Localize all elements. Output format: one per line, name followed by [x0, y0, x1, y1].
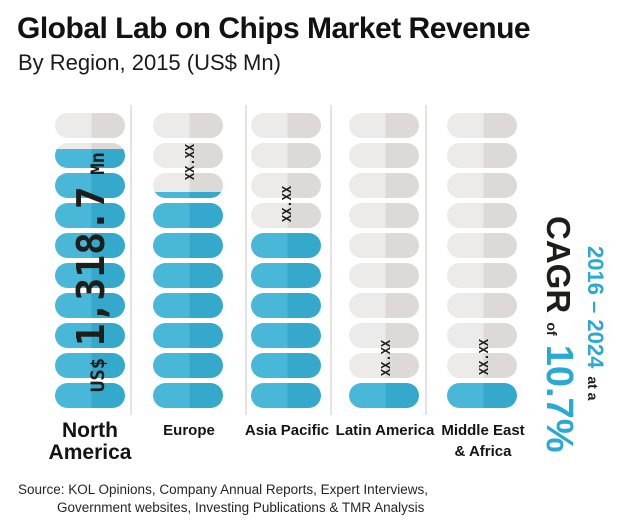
- capsule-pill: [55, 383, 125, 408]
- value-label-part: 1,318.7: [69, 186, 113, 347]
- capsule-pill: [153, 293, 223, 318]
- region-label-asia-pacific: Asia Pacific: [245, 420, 329, 441]
- capsule-pill: [447, 323, 517, 348]
- region-label-line: Middle East: [441, 422, 525, 439]
- value-label-north-america: US$ 1,318.7 Mn: [69, 151, 113, 393]
- pill-column-asia-pacific: [251, 113, 321, 413]
- capsule-pill: [251, 353, 321, 378]
- cagr-of: of: [544, 322, 560, 336]
- chart-title: Global Lab on Chips Market Revenue: [17, 12, 531, 45]
- capsule-pill: [447, 113, 517, 138]
- region-label-line: Latin America: [335, 422, 435, 439]
- capsule-pill: [447, 233, 517, 258]
- capsule-pill: [153, 323, 223, 348]
- region-label-line: America: [48, 441, 132, 464]
- cagr-period: 2016 – 2024: [583, 246, 608, 369]
- cagr-block: 2016 – 2024 at a CAGR of 10.7%: [538, 216, 608, 452]
- value-label-part: US$: [87, 346, 109, 393]
- capsule-pill: [349, 203, 419, 228]
- capsule-pill: [349, 113, 419, 138]
- capsule-pill: [251, 173, 321, 198]
- cagr-value: 10.7%: [538, 344, 580, 453]
- capsule-pill: [55, 143, 125, 168]
- value-label-middle-east-africa: XX.XX: [477, 338, 491, 376]
- cagr-label: CAGR: [540, 216, 577, 314]
- capsule-pill: [251, 233, 321, 258]
- capsule-pill: [55, 323, 125, 348]
- capsule-pill: [251, 383, 321, 408]
- capsule-pill: [447, 263, 517, 288]
- capsule-pill: [55, 233, 125, 258]
- column-divider-line: [245, 105, 247, 415]
- region-label-line: Europe: [163, 422, 215, 439]
- column-divider-line: [425, 105, 427, 415]
- capsule-pill: [153, 353, 223, 378]
- column-divider-line: [130, 105, 132, 415]
- capsule-pill: [349, 173, 419, 198]
- source-note: Source: KOL Opinions, Company Annual Rep…: [0, 481, 620, 517]
- region-label-line: North: [61, 419, 118, 442]
- capsule-pill: [153, 173, 223, 198]
- pill-column-europe: [153, 113, 223, 413]
- capsule-pill: [447, 143, 517, 168]
- capsule-pill: [349, 353, 419, 378]
- capsule-pill: [55, 203, 125, 228]
- partial-fill: [153, 191, 223, 198]
- region-label-middle-east-africa: Middle East & Africa: [441, 420, 524, 462]
- pill-column-latin-america: [349, 113, 419, 413]
- region-label-line: & Africa: [454, 443, 512, 460]
- value-label-europe: XX.XX: [183, 143, 197, 181]
- region-label-latin-america: Latin America: [336, 420, 435, 441]
- capsule-pill: [349, 383, 419, 408]
- capsule-pill: [349, 143, 419, 168]
- capsule-pill: [251, 263, 321, 288]
- value-label-asia-pacific: XX.XX: [280, 185, 294, 223]
- capsule-pill: [55, 353, 125, 378]
- capsule-pill: [349, 263, 419, 288]
- capsule-pill: [153, 383, 223, 408]
- capsule-pill: [447, 353, 517, 378]
- capsule-pill: [447, 173, 517, 198]
- capsule-pill: [447, 383, 517, 408]
- capsule-pill: [447, 203, 517, 228]
- source-line-2: Government websites, Investing Publicati…: [57, 500, 425, 515]
- capsule-pill: [153, 113, 223, 138]
- capsule-pill: [153, 143, 223, 168]
- value-label-part: Mn: [87, 151, 109, 187]
- column-divider-line: [330, 105, 332, 415]
- partial-fill: [55, 148, 125, 168]
- capsule-pill: [55, 113, 125, 138]
- source-line-1: Source: KOL Opinions, Company Annual Rep…: [18, 482, 428, 497]
- cagr-period-line: 2016 – 2024 at a: [580, 216, 608, 426]
- pill-column-middle-east-africa: [447, 113, 517, 413]
- capsule-pill: [349, 233, 419, 258]
- chart-subtitle: By Region, 2015 (US$ Mn): [18, 50, 281, 75]
- cagr-at-a: at a: [585, 376, 601, 401]
- capsule-pill: [349, 293, 419, 318]
- capsule-pill: [349, 323, 419, 348]
- capsule-pill: [251, 323, 321, 348]
- capsule-pill: [447, 293, 517, 318]
- value-label-latin-america: XX.XX: [379, 339, 393, 377]
- capsule-pill: [251, 113, 321, 138]
- capsule-pill: [153, 233, 223, 258]
- capsule-pill: [153, 203, 223, 228]
- capsule-pill: [251, 203, 321, 228]
- capsule-pill: [55, 173, 125, 198]
- cagr-value-line: CAGR of 10.7%: [531, 216, 580, 452]
- region-label-line: Asia Pacific: [244, 422, 330, 439]
- capsule-pill: [251, 293, 321, 318]
- region-label-europe: Europe: [163, 420, 215, 441]
- capsule-pill: [55, 293, 125, 318]
- pill-column-north-america: [55, 113, 125, 413]
- region-label-north-america: North America: [49, 420, 132, 464]
- capsule-pill: [251, 143, 321, 168]
- capsule-pill: [55, 263, 125, 288]
- capsule-pill: [153, 263, 223, 288]
- pill-bar-chart: US$ 1,318.7 Mn North America XX.XX Europe XX.…: [0, 105, 545, 480]
